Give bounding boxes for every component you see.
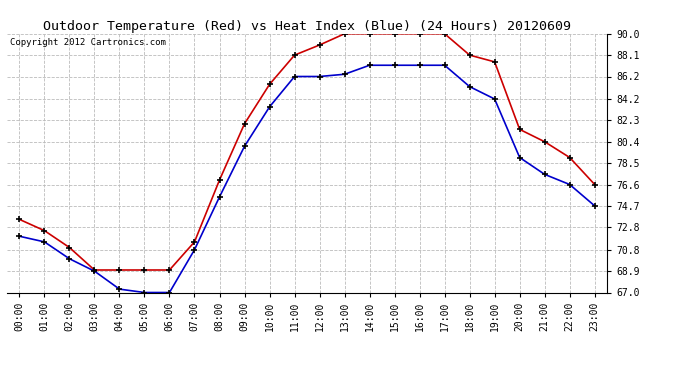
- Text: Copyright 2012 Cartronics.com: Copyright 2012 Cartronics.com: [10, 38, 166, 46]
- Title: Outdoor Temperature (Red) vs Heat Index (Blue) (24 Hours) 20120609: Outdoor Temperature (Red) vs Heat Index …: [43, 20, 571, 33]
